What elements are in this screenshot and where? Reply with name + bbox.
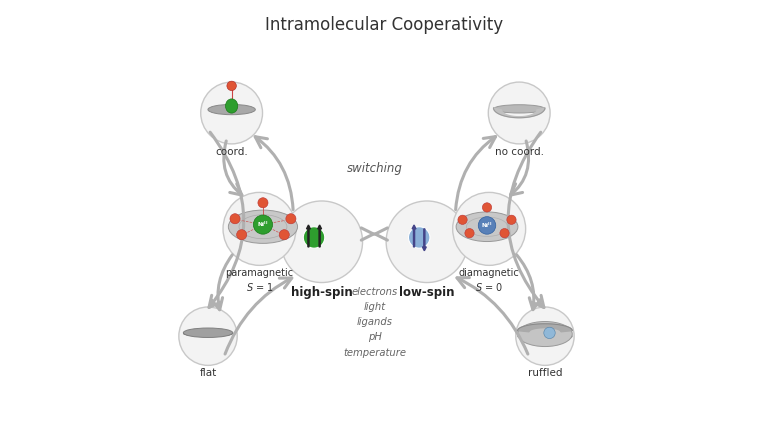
Ellipse shape <box>507 215 516 224</box>
Ellipse shape <box>456 212 518 241</box>
Ellipse shape <box>452 192 525 265</box>
Text: switching: switching <box>346 162 402 175</box>
Text: low-spin: low-spin <box>399 286 455 299</box>
Ellipse shape <box>223 192 296 265</box>
Ellipse shape <box>478 217 496 234</box>
Polygon shape <box>494 108 545 118</box>
Ellipse shape <box>200 82 263 144</box>
Ellipse shape <box>230 214 240 224</box>
Text: flat: flat <box>200 368 217 378</box>
Text: no coord.: no coord. <box>495 147 544 157</box>
Ellipse shape <box>237 230 247 240</box>
FancyArrow shape <box>412 225 416 247</box>
Text: diamagnetic
$S$ = 0: diamagnetic $S$ = 0 <box>458 268 519 293</box>
Ellipse shape <box>253 215 273 234</box>
Ellipse shape <box>386 201 468 283</box>
Ellipse shape <box>409 227 430 248</box>
Ellipse shape <box>280 230 290 240</box>
Text: Intramolecular Cooperativity: Intramolecular Cooperativity <box>265 16 503 35</box>
Ellipse shape <box>228 210 297 243</box>
Polygon shape <box>518 324 572 332</box>
Text: high-spin: high-spin <box>291 286 353 299</box>
Ellipse shape <box>184 328 233 337</box>
Ellipse shape <box>544 327 555 339</box>
Ellipse shape <box>227 81 237 91</box>
Ellipse shape <box>458 215 467 224</box>
Text: coord.: coord. <box>215 147 248 157</box>
Ellipse shape <box>482 203 492 212</box>
Ellipse shape <box>488 82 550 144</box>
Text: paramagnetic
$S$ = 1: paramagnetic $S$ = 1 <box>226 268 293 293</box>
Text: Ni$^\mathregular{II}$: Ni$^\mathregular{II}$ <box>257 220 269 229</box>
Text: Ni$^\mathregular{II}$: Ni$^\mathregular{II}$ <box>482 221 493 230</box>
Ellipse shape <box>258 198 268 208</box>
Ellipse shape <box>465 229 474 238</box>
Ellipse shape <box>281 201 362 283</box>
Ellipse shape <box>303 227 325 248</box>
Ellipse shape <box>179 307 237 365</box>
Ellipse shape <box>226 99 238 113</box>
Text: ruffled: ruffled <box>528 368 562 378</box>
FancyArrow shape <box>422 229 426 251</box>
FancyArrow shape <box>318 225 322 247</box>
Ellipse shape <box>516 307 574 365</box>
Ellipse shape <box>286 214 296 224</box>
Ellipse shape <box>518 321 572 346</box>
Ellipse shape <box>500 229 509 238</box>
Text: electrons
light
ligands
pH
temperature: electrons light ligands pH temperature <box>343 287 406 358</box>
FancyArrow shape <box>306 225 310 247</box>
Ellipse shape <box>208 105 255 114</box>
Ellipse shape <box>494 105 545 113</box>
Ellipse shape <box>518 332 572 341</box>
Ellipse shape <box>184 330 233 337</box>
